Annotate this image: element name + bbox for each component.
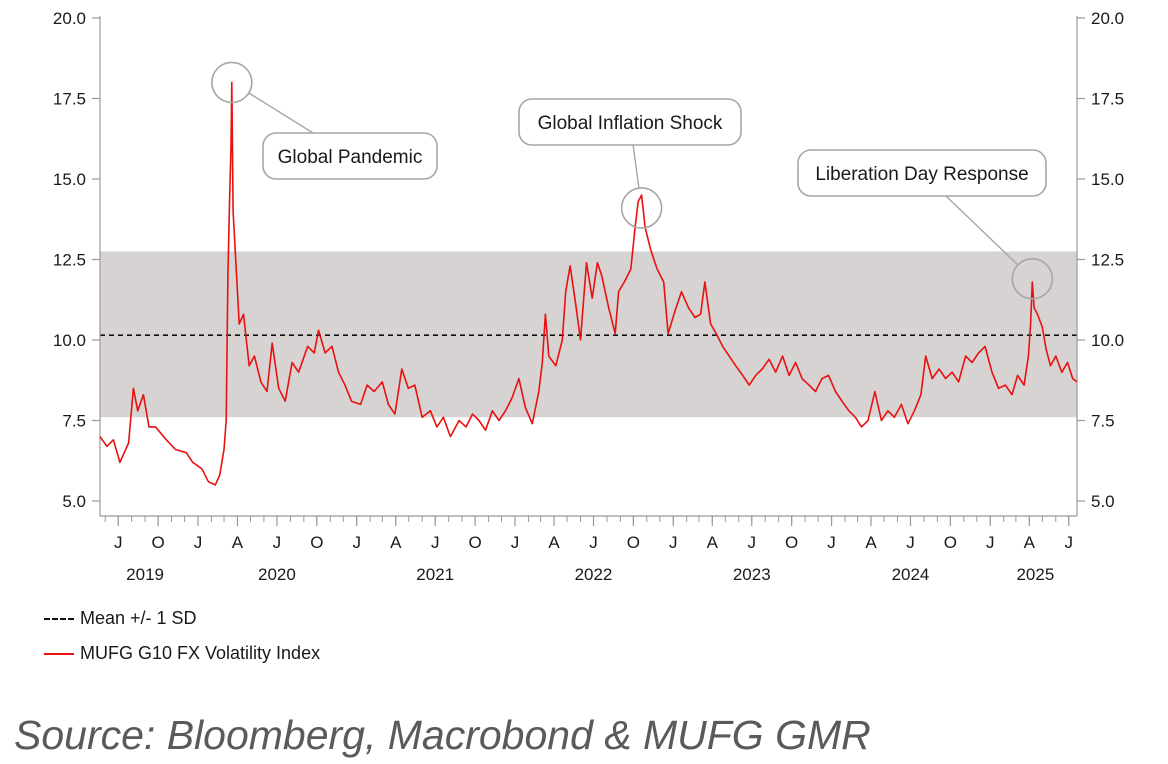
legend-item-mean: Mean +/- 1 SD [44,608,197,629]
callout-circle [1011,258,1054,300]
x-month-label: O [785,533,798,552]
x-month-label: A [1024,533,1036,552]
y-tick-label-right: 15.0 [1091,170,1124,189]
x-month-label: A [865,533,877,552]
x-year-label: 2025 [1016,565,1054,584]
callout-circle [620,187,663,229]
x-year-label: 2020 [258,565,296,584]
series-line-mufg-g10-fx-volatility [99,81,1078,486]
legend-label-mean: Mean +/- 1 SD [80,608,197,628]
x-month-label: A [548,533,560,552]
legend-label-index: MUFG G10 FX Volatility Index [80,643,321,663]
y-tick-label-left: 15.0 [53,170,86,189]
y-tick-label-left: 5.0 [62,492,86,511]
x-month-label: J [906,533,915,552]
source-note: Source: Bloomberg, Macrobond & MUFG GMR [14,712,871,758]
x-month-label: O [468,533,481,552]
y-tick-label-left: 12.5 [53,251,86,270]
y-tick-label-right: 5.0 [1091,492,1115,511]
x-month-label: O [627,533,640,552]
x-month-label: J [273,533,282,552]
y-tick-label-left: 20.0 [53,9,86,28]
x-month-label: J [194,533,203,552]
callout-circle [211,61,253,104]
x-year-label: 2024 [892,565,930,584]
callout: Global Pandemic [211,61,438,180]
callout-box [518,98,742,146]
x-month-label: O [151,533,164,552]
y-tick-label-left: 10.0 [53,331,86,350]
x-month-label: J [589,533,598,552]
callout-box [262,132,438,180]
callout: Global Inflation Shock [518,98,742,229]
x-month-label: J [669,533,678,552]
callout-label: Global Pandemic [278,147,423,168]
x-month-label: J [511,533,520,552]
x-month-label: O [944,533,957,552]
y-tick-label-right: 20.0 [1091,9,1124,28]
x-year-label: 2022 [575,565,613,584]
x-month-label: A [232,533,244,552]
y-tick-label-right: 17.5 [1091,90,1124,109]
y-tick-label-right: 12.5 [1091,251,1124,270]
x-month-label: O [310,533,323,552]
y-tick-label-right: 7.5 [1091,412,1115,431]
x-month-label: J [1065,533,1074,552]
x-year-label: 2023 [733,565,771,584]
y-tick-label-right: 10.0 [1091,331,1124,350]
red-line-icon [44,652,74,655]
callout-label: Global Inflation Shock [538,113,723,134]
x-month-label: A [390,533,402,552]
x-month-label: J [986,533,995,552]
x-year-label: 2019 [126,565,164,584]
x-month-label: J [114,533,123,552]
x-month-label: J [431,533,440,552]
y-tick-label-left: 17.5 [53,90,86,109]
callout-label: Liberation Day Response [815,164,1028,185]
x-month-label: A [707,533,719,552]
x-year-label: 2021 [416,565,454,584]
x-month-label: J [827,533,836,552]
y-tick-label-left: 7.5 [62,412,86,431]
x-month-label: J [352,533,361,552]
dashed-line-icon [44,617,74,620]
volatility-chart: 5.0 5.0 7.5 7.5 10.0 10.0 12.5 12.5 15.0 15.0 17.5… [53,9,1124,584]
legend-item-index: MUFG G10 FX Volatility Index [44,643,320,664]
x-month-label: J [748,533,757,552]
callout: Liberation Day Response [797,149,1054,300]
callout-box [797,149,1047,197]
